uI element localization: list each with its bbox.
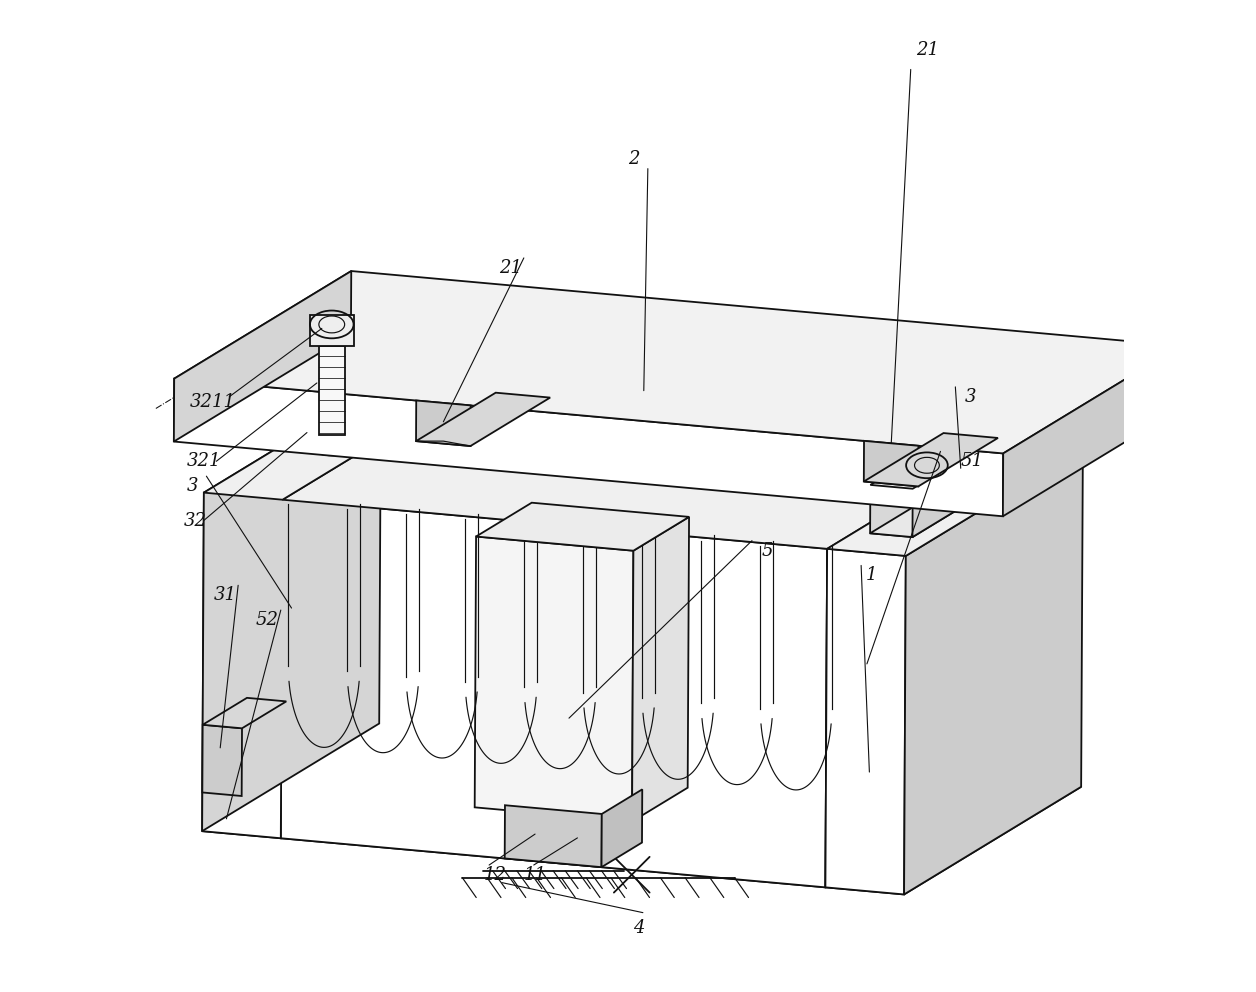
Polygon shape bbox=[281, 730, 1002, 887]
Text: 2: 2 bbox=[628, 150, 639, 168]
Polygon shape bbox=[310, 314, 354, 346]
Polygon shape bbox=[281, 392, 460, 838]
Polygon shape bbox=[870, 485, 913, 537]
Polygon shape bbox=[173, 379, 1004, 516]
Polygon shape bbox=[828, 441, 1083, 556]
Text: 21: 21 bbox=[499, 259, 522, 277]
Polygon shape bbox=[319, 346, 344, 434]
Polygon shape bbox=[173, 271, 352, 441]
Text: 321: 321 bbox=[187, 452, 221, 470]
Polygon shape bbox=[202, 385, 381, 831]
Polygon shape bbox=[602, 790, 642, 867]
Text: 11: 11 bbox=[524, 866, 546, 884]
Polygon shape bbox=[416, 401, 471, 446]
Polygon shape bbox=[202, 697, 286, 728]
Text: 4: 4 bbox=[633, 919, 644, 936]
Polygon shape bbox=[175, 271, 1181, 453]
Polygon shape bbox=[870, 440, 986, 489]
Text: 52: 52 bbox=[256, 611, 279, 629]
Polygon shape bbox=[870, 489, 986, 537]
Polygon shape bbox=[864, 440, 918, 486]
Polygon shape bbox=[825, 549, 906, 895]
Text: 3: 3 bbox=[966, 388, 977, 406]
Text: 12: 12 bbox=[484, 866, 507, 884]
Polygon shape bbox=[632, 517, 690, 821]
Polygon shape bbox=[202, 725, 242, 796]
Text: 3211: 3211 bbox=[190, 393, 236, 411]
Polygon shape bbox=[1002, 346, 1181, 516]
Text: 21: 21 bbox=[916, 41, 938, 59]
Text: 32: 32 bbox=[183, 512, 206, 530]
Text: 31: 31 bbox=[214, 586, 236, 604]
Polygon shape bbox=[202, 493, 283, 838]
Polygon shape bbox=[825, 441, 1005, 887]
Polygon shape bbox=[379, 385, 460, 730]
Polygon shape bbox=[864, 434, 999, 486]
Polygon shape bbox=[505, 806, 602, 867]
Polygon shape bbox=[904, 448, 1083, 895]
Polygon shape bbox=[203, 385, 460, 500]
Polygon shape bbox=[825, 780, 1081, 895]
Polygon shape bbox=[476, 503, 690, 551]
Text: 5: 5 bbox=[762, 542, 774, 559]
Text: 51: 51 bbox=[961, 452, 983, 470]
Polygon shape bbox=[202, 723, 458, 838]
Text: 3: 3 bbox=[187, 477, 198, 495]
Polygon shape bbox=[416, 393, 550, 446]
Polygon shape bbox=[283, 392, 1005, 549]
Polygon shape bbox=[912, 444, 986, 537]
Polygon shape bbox=[281, 500, 828, 887]
Text: 1: 1 bbox=[867, 566, 878, 584]
Polygon shape bbox=[475, 537, 633, 821]
